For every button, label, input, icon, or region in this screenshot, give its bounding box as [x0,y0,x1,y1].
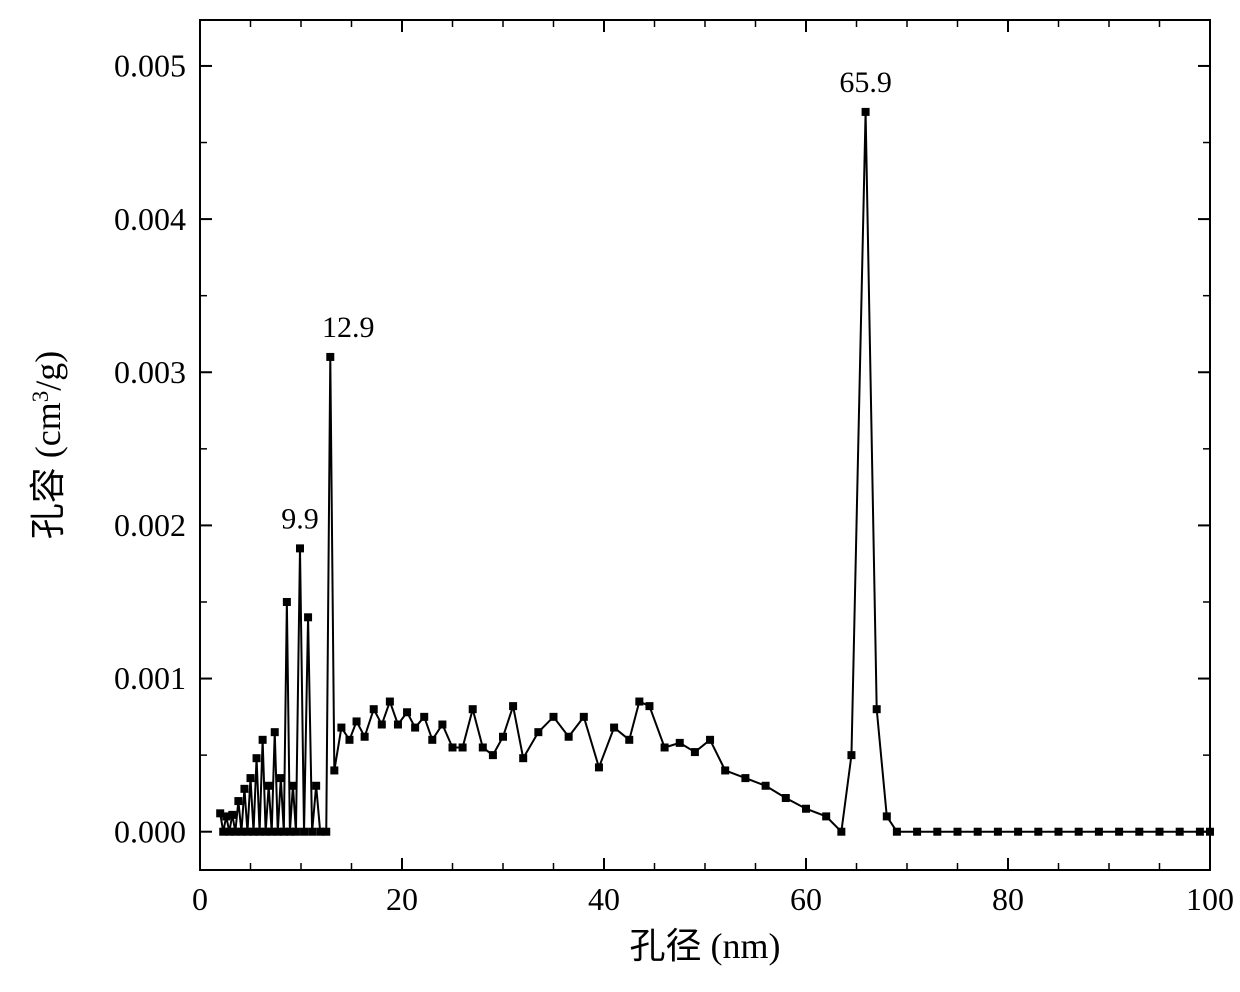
y-tick-label: 0.002 [114,507,186,543]
y-tick-label: 0.005 [114,48,186,84]
y-axis-label: 孔容 (cm3/g) [28,351,69,539]
y-tick-label: 0.003 [114,354,186,390]
y-tick-label: 0.004 [114,201,186,237]
x-tick-label: 0 [192,881,208,917]
y-tick-label: 0.001 [114,660,186,696]
peak-label: 65.9 [839,66,892,99]
x-tick-label: 60 [790,881,822,917]
x-tick-label: 20 [386,881,418,917]
peak-label: 12.9 [322,311,375,344]
y-tick-label: 0.000 [114,813,186,849]
chart-svg: 0 20 40 60 80 100 0.000 0.001 0.002 0.003 0.004 0.0… [0,0,1240,992]
x-tick-label: 80 [992,881,1024,917]
x-tick-label: 100 [1186,881,1234,917]
pore-distribution-chart: 0 20 40 60 80 100 0.000 0.001 0.002 0.003 0.004 0.0… [0,0,1240,992]
x-axis-label: 孔径 (nm) [630,926,781,966]
peak-label: 9.9 [281,502,319,535]
x-tick-label: 40 [588,881,620,917]
